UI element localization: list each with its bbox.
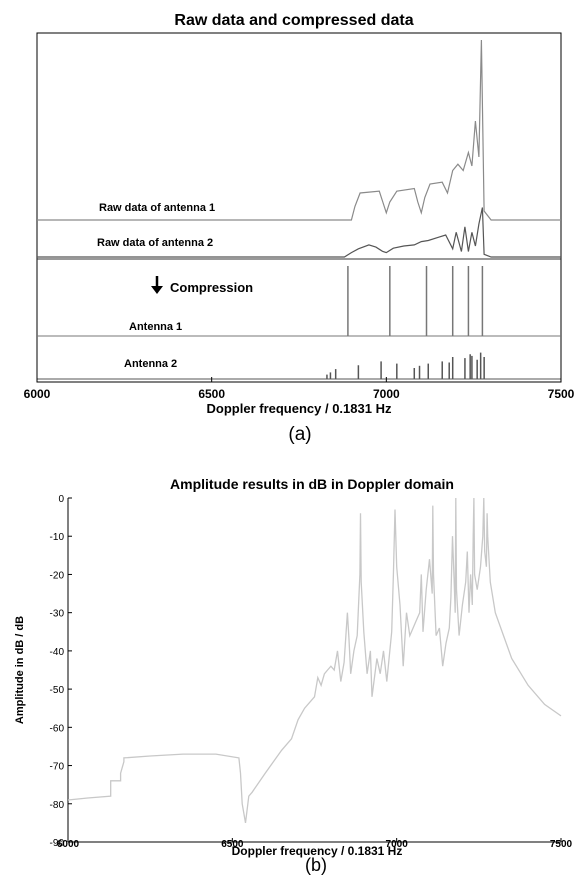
y-axis-label: Amplitude in dB / dB xyxy=(14,616,26,724)
x-tick-label: 7500 xyxy=(550,839,573,850)
down-arrow-icon xyxy=(151,276,163,294)
series-line xyxy=(37,207,561,258)
panel-caption: (b) xyxy=(305,855,327,875)
plot-frame xyxy=(36,32,562,383)
y-tick-label: -40 xyxy=(50,647,65,658)
series-line xyxy=(67,497,562,824)
series-line xyxy=(37,39,561,221)
x-tick-label: 6000 xyxy=(24,387,51,401)
compression-label: Compression xyxy=(170,280,253,295)
trace-group xyxy=(37,39,561,380)
y-tick-label: -50 xyxy=(50,685,65,696)
trace-label: Antenna 1 xyxy=(129,321,182,333)
x-axis-label: Doppler frequency / 0.1831 Hz xyxy=(232,844,403,858)
trace-label: Raw data of antenna 1 xyxy=(99,202,215,214)
y-tick-label: -30 xyxy=(50,609,65,620)
x-tick-label: 7000 xyxy=(386,839,409,850)
y-tick-label: -90 xyxy=(50,838,65,849)
chart-panel-a: Raw data and compressed data 6000 6500 700… xyxy=(24,12,575,445)
y-tick-label: -10 xyxy=(50,532,65,543)
x-tick-label: 7500 xyxy=(548,387,575,401)
panel-caption: (a) xyxy=(288,424,311,445)
x-tick-label: 6500 xyxy=(221,839,244,850)
y-tick-label: -80 xyxy=(50,800,65,811)
x-tick-group: 6000 6500 7000 7500 xyxy=(24,377,575,401)
x-tick-label: 6000 xyxy=(57,839,80,850)
x-tick-label: 6500 xyxy=(198,387,225,401)
chart-title: Raw data and compressed data xyxy=(174,12,413,29)
x-axis-label: Doppler frequency / 0.1831 Hz xyxy=(207,401,392,416)
y-tick-label: -70 xyxy=(50,762,65,773)
y-tick-label: -20 xyxy=(50,570,65,581)
y-tick-label: -60 xyxy=(50,723,65,734)
x-tick-label: 7000 xyxy=(373,387,400,401)
series-group xyxy=(67,497,562,824)
chart-title: Amplitude results in dB in Doppler domai… xyxy=(170,476,454,492)
trace-label: Raw data of antenna 2 xyxy=(97,237,213,249)
chart-panel-b: Amplitude results in dB in Doppler domai… xyxy=(14,476,573,875)
y-tick-label: 0 xyxy=(58,494,64,505)
trace-label: Antenna 2 xyxy=(124,358,177,370)
